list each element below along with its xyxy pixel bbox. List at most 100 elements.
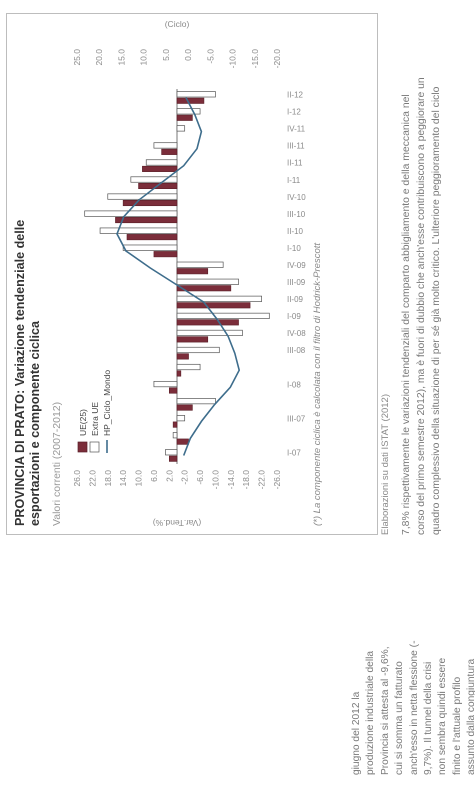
y2-axis-label: (Ciclo) (165, 19, 190, 29)
x-tick-label: I-11 (287, 176, 301, 185)
y2-tick-label: -10.0 (228, 49, 238, 69)
bar-extra-ue (176, 312, 270, 319)
y2-tick-label: 0.0 (183, 49, 193, 61)
y-tick-label: 14.0 (118, 470, 128, 487)
y2-tick-label: -5.0 (205, 49, 215, 64)
x-tick-label: III-08 (287, 346, 306, 355)
bar-ue25 (176, 319, 239, 326)
bar-extra-ue (176, 329, 243, 337)
y2-tick-label: 10.0 (139, 49, 149, 66)
y-tick-label: -26.0 (272, 470, 282, 490)
bar-ue25 (115, 217, 178, 224)
bar-ue25 (161, 148, 178, 155)
bar-ue25 (176, 114, 193, 121)
bar-extra-ue (176, 91, 216, 98)
x-tick-label: I-10 (287, 244, 301, 253)
bar-ue25 (176, 97, 205, 104)
bar-extra-ue (176, 261, 224, 268)
y2-tick-label: -15.0 (250, 49, 260, 69)
y-tick-label: -22.0 (257, 470, 267, 490)
bar-ue25 (176, 285, 232, 292)
left-text-line: finito e l'attuale profilo (451, 676, 463, 775)
x-tick-label: IV-09 (287, 261, 306, 270)
chart-svg: 26.0 22.0 18.0 14.0 10.0 6.0 2.0 -2.0 -6.0 -10.0-… (72, 19, 306, 528)
y-tick-label: 22.0 (87, 470, 97, 487)
y-tick-label: -2.0 (180, 470, 190, 485)
y-tick-label: -18.0 (241, 470, 251, 490)
chart-note: (*) La componente ciclica è calcolata co… (312, 242, 323, 526)
legend-label: HP_Ciclo_Mondo (102, 370, 112, 436)
bar-ue25 (176, 404, 193, 411)
bar-extra-ue (153, 380, 178, 388)
bar-ue25 (176, 438, 189, 445)
bar-extra-ue (122, 244, 178, 251)
legend-label: UE(25) (78, 409, 88, 436)
x-tick-label: II-11 (287, 159, 303, 168)
bar-ue25 (169, 387, 178, 394)
x-tick-label: III-07 (287, 414, 306, 423)
left-text-line: non sembra quindi essere (437, 657, 449, 775)
x-tick-label: II-10 (287, 227, 304, 236)
bar-extra-ue (176, 363, 201, 371)
bar-extra-ue (176, 346, 220, 354)
chart-source: Elaborazioni su dati ISTAT (2012) (380, 394, 391, 535)
x-tick-label: III-11 (287, 142, 305, 151)
left-text-line: 9,7%). Il tunnel della crisi (423, 661, 435, 775)
bar-ue25 (176, 336, 209, 343)
left-text-line: assunto dalla congiuntura (466, 658, 475, 775)
y-tick-label: 6.0 (149, 470, 159, 482)
bar-extra-ue (176, 295, 262, 302)
bottom-text: 7,8% rispettivamente le variazioni tende… (400, 10, 444, 535)
x-tick-label: IV-11 (287, 125, 306, 134)
bar-extra-ue (176, 278, 239, 285)
x-tick-label: III-10 (287, 210, 306, 219)
bar-ue25 (122, 199, 178, 207)
y2-tick-label: 20.0 (94, 49, 104, 66)
bottom-text-line: corso del primo semestre 2012), ma è fuo… (415, 77, 427, 535)
bottom-text-line: quadro complessivo della situazione di p… (430, 86, 442, 535)
bar-ue25 (176, 353, 189, 360)
x-tick-label: I-12 (287, 108, 301, 117)
bar-extra-ue (99, 227, 178, 234)
y2-tick-label: -20.0 (272, 49, 282, 69)
x-tick-label: I-07 (287, 448, 301, 457)
x-tick-label: III-09 (287, 278, 306, 287)
y-tick-label: -10.0 (210, 470, 220, 490)
left-text-column: giugno del 2012 la produzione industriale… (350, 540, 475, 775)
left-text-line: produzione industriale della (365, 650, 377, 775)
y-tick-label: 2.0 (164, 470, 174, 482)
legend-swatch (77, 441, 88, 453)
x-tick-label: I-08 (287, 380, 301, 389)
bar-extra-ue (176, 108, 201, 115)
bar-ue25 (176, 302, 251, 309)
y-tick-label: -14.0 (226, 470, 236, 490)
left-text-line: Provincia si attesta al -9,6%, (379, 646, 391, 775)
bar-ue25 (142, 165, 178, 172)
bar-extra-ue (130, 176, 178, 183)
left-text-line: giugno del 2012 la (351, 691, 362, 775)
y2-tick-label: 15.0 (116, 49, 126, 66)
y-tick-label: 26.0 (72, 470, 82, 487)
bar-extra-ue (153, 142, 178, 149)
legend-swatch (89, 441, 100, 453)
left-text-line: cui si somma un fatturato (394, 661, 406, 775)
chart-frame: PROVINCIA DI PRATO: Variazione tendenzia… (6, 13, 378, 535)
x-tick-label: I-09 (287, 312, 301, 321)
bar-ue25 (176, 268, 209, 275)
bar-ue25 (176, 370, 182, 377)
bottom-text-line: 7,8% rispettivamente le variazioni tende… (401, 94, 412, 535)
left-text-line: anch'esso in netta flessione (- (408, 640, 420, 775)
hp-cycle-line (116, 97, 241, 456)
legend-label: Extra UE (90, 402, 100, 436)
x-tick-label: IV-08 (287, 329, 306, 338)
bar-ue25 (169, 455, 178, 462)
bar-extra-ue (165, 449, 178, 456)
bar-ue25 (153, 251, 178, 258)
bar-extra-ue (176, 398, 216, 405)
bar-ue25 (126, 234, 178, 241)
bar-ue25 (172, 421, 178, 428)
bar-extra-ue (172, 432, 178, 439)
bar-extra-ue (84, 210, 178, 217)
x-tick-label: II-09 (287, 295, 304, 304)
